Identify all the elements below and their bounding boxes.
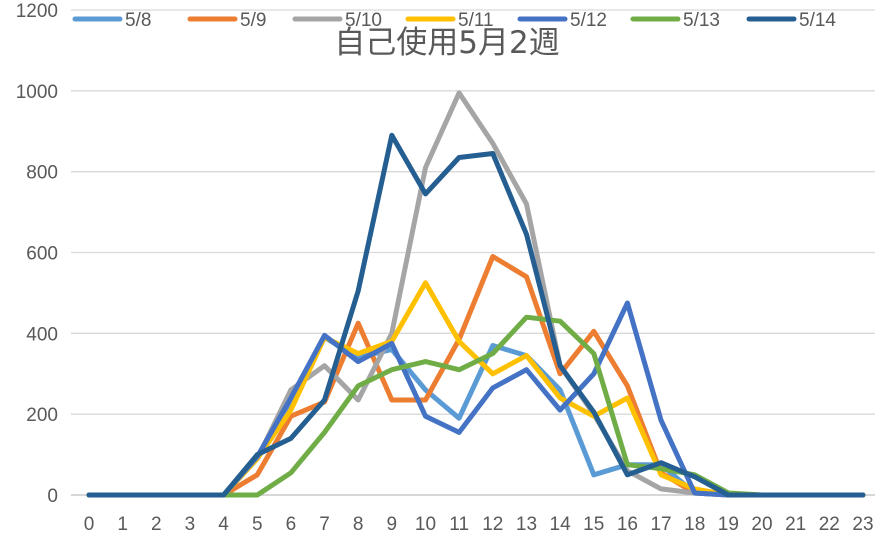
x-tick-label: 6 xyxy=(286,514,297,535)
x-tick-label: 16 xyxy=(617,514,638,535)
x-tick-label: 1 xyxy=(117,514,128,535)
x-tick-label: 0 xyxy=(84,514,95,535)
legend-item: 5/9 xyxy=(187,10,266,31)
legend-item: 5/11 xyxy=(405,10,494,31)
y-tick-label: 400 xyxy=(26,324,58,345)
series-line-5-12 xyxy=(86,300,866,498)
x-tick-label: 19 xyxy=(718,514,739,535)
legend-item: 5/14 xyxy=(746,10,836,31)
legend-item: 5/10 xyxy=(292,10,382,31)
x-tick-label: 3 xyxy=(185,514,196,535)
series-line-5-9 xyxy=(86,254,866,498)
x-tick-label: 5 xyxy=(252,514,263,535)
x-tick-label: 23 xyxy=(852,514,873,535)
gridlines xyxy=(71,9,875,496)
x-tick-label: 22 xyxy=(819,514,840,535)
legend-item: 5/12 xyxy=(517,10,607,31)
legend-label: 5/13 xyxy=(683,10,720,31)
x-tick-label: 20 xyxy=(751,514,772,535)
x-tick-label: 9 xyxy=(387,514,398,535)
x-tick-label: 8 xyxy=(353,514,364,535)
x-tick-label: 12 xyxy=(482,514,503,535)
legend-label: 5/10 xyxy=(345,10,382,31)
x-tick-label: 2 xyxy=(151,514,162,535)
x-tick-label: 14 xyxy=(550,514,572,535)
x-tick-label: 21 xyxy=(785,514,806,535)
y-tick-label: 1200 xyxy=(16,1,58,22)
x-tick-label: 7 xyxy=(319,514,330,535)
x-tick-label: 13 xyxy=(516,514,537,535)
x-axis: 0 1 2 3 4 5 6 7 8 9 10 11 12 13 14 15 16 17 18 19 20 21 22 23 xyxy=(84,514,874,535)
x-tick-label: 11 xyxy=(449,514,469,535)
y-tick-label: 1000 xyxy=(16,82,58,103)
y-tick-label: 800 xyxy=(26,163,58,184)
x-tick-label: 4 xyxy=(218,514,229,535)
series-line-5-14 xyxy=(86,132,866,498)
legend-label: 5/9 xyxy=(240,10,266,31)
x-tick-label: 18 xyxy=(684,514,705,535)
legend-label: 5/11 xyxy=(458,10,494,31)
x-tick-label: 10 xyxy=(415,514,436,535)
series-line-5-11 xyxy=(86,280,866,498)
legend-label: 5/14 xyxy=(799,10,836,31)
y-tick-label: 200 xyxy=(26,405,58,426)
series-lines xyxy=(86,90,866,498)
legend-label: 5/12 xyxy=(570,10,607,31)
y-tick-label: 0 xyxy=(47,486,58,507)
x-tick-label: 17 xyxy=(650,514,671,535)
x-tick-label: 15 xyxy=(583,514,604,535)
y-axis: 0 200 400 600 800 1000 1200 xyxy=(16,1,58,507)
legend-item: 5/8 xyxy=(72,10,151,31)
y-tick-label: 600 xyxy=(26,244,58,265)
legend-label: 5/8 xyxy=(125,10,151,31)
legend-item: 5/13 xyxy=(630,10,720,31)
legend: 5/8 5/9 5/10 5/11 5/12 5/13 5/14 xyxy=(72,10,836,31)
chart-title: 自己使用5月2週 xyxy=(334,25,559,61)
